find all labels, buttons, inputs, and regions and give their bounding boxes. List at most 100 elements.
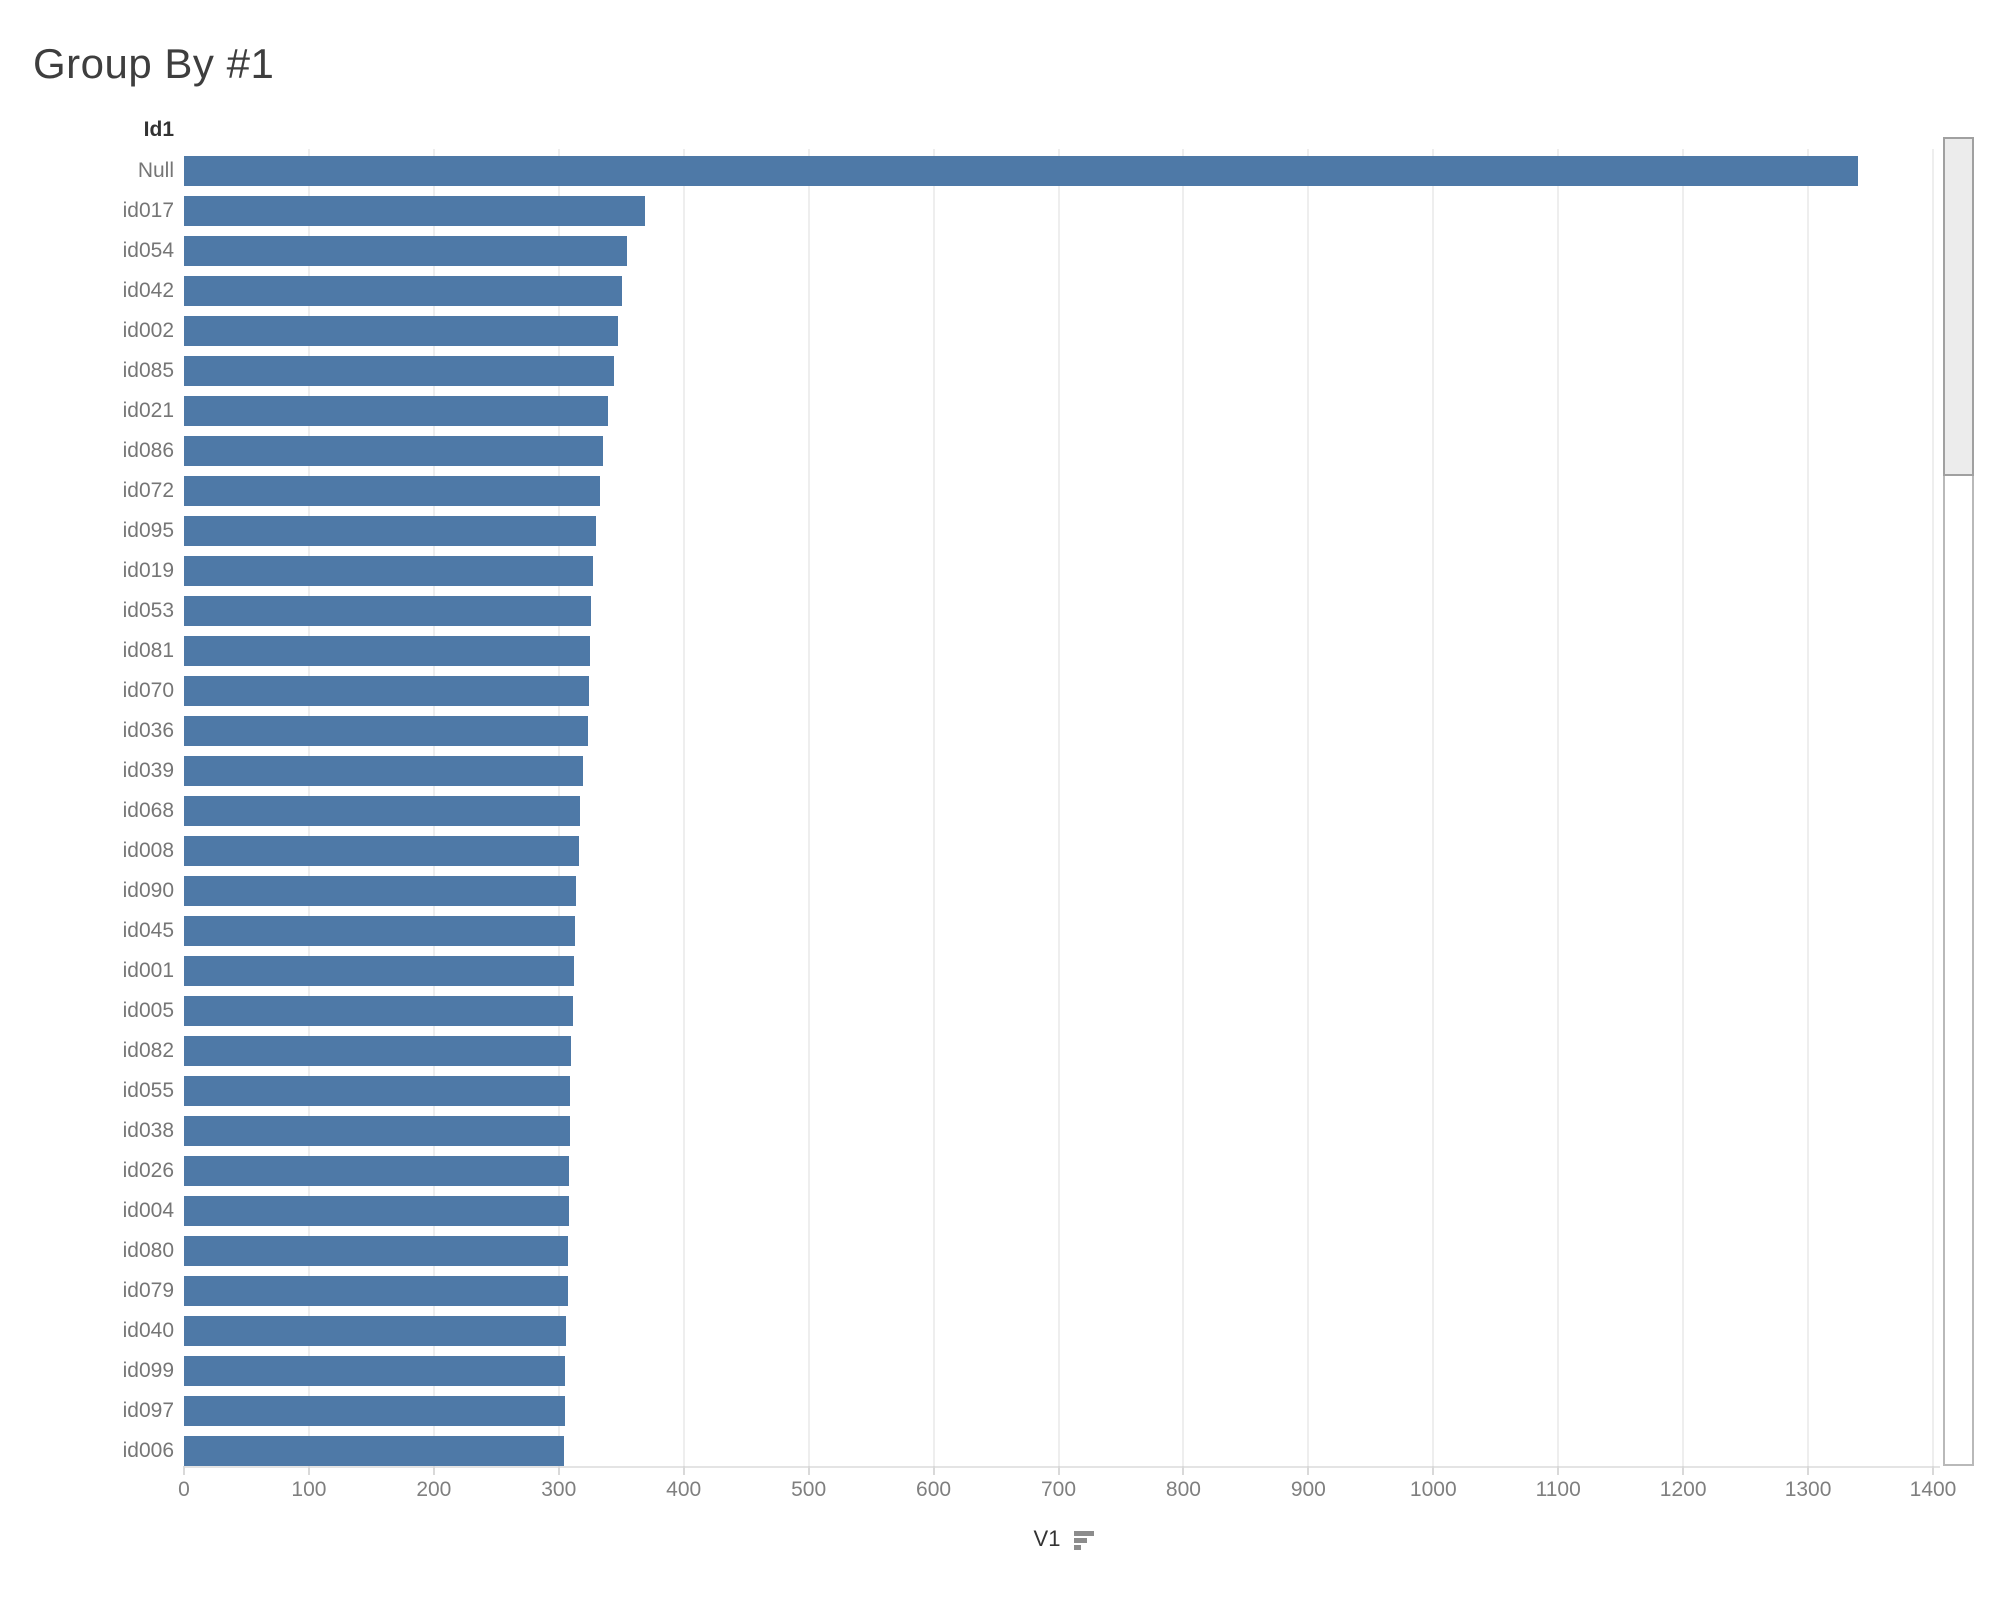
- bar[interactable]: [184, 276, 623, 306]
- row-label[interactable]: id082: [122, 1039, 174, 1062]
- bar-row: id042: [0, 271, 2000, 311]
- row-label[interactable]: id001: [122, 959, 174, 982]
- bar[interactable]: [184, 956, 574, 986]
- gridline: [1432, 149, 1435, 1466]
- row-label[interactable]: id053: [122, 599, 174, 622]
- row-label[interactable]: id045: [122, 919, 174, 942]
- bar[interactable]: [184, 236, 628, 266]
- x-axis-label[interactable]: V1: [1033, 1526, 1061, 1551]
- bar[interactable]: [184, 756, 583, 786]
- bar[interactable]: [184, 716, 588, 746]
- bar[interactable]: [184, 1316, 567, 1346]
- bar[interactable]: [184, 1036, 572, 1066]
- bar-row: id099: [0, 1351, 2000, 1391]
- bar[interactable]: [184, 1436, 564, 1466]
- row-header-field[interactable]: Id1: [143, 118, 174, 141]
- row-label[interactable]: id072: [122, 479, 174, 502]
- bar-row: id080: [0, 1231, 2000, 1271]
- bar[interactable]: [184, 916, 576, 946]
- bar[interactable]: [184, 476, 600, 506]
- x-axis-tick-mark: [1182, 1466, 1185, 1475]
- x-axis-tick-label: 1300: [1784, 1478, 1832, 1501]
- x-axis-tick-mark: [1807, 1466, 1810, 1475]
- x-axis-tick-mark: [932, 1466, 935, 1475]
- bar[interactable]: [184, 996, 573, 1026]
- bar[interactable]: [184, 596, 592, 626]
- x-axis-tick-label: 300: [541, 1478, 577, 1501]
- x-axis-tick-label: 100: [291, 1478, 327, 1501]
- bar-row: id070: [0, 671, 2000, 711]
- x-axis-line: [184, 1466, 1940, 1468]
- vertical-scrollbar-thumb[interactable]: [1943, 137, 1974, 476]
- x-axis-tick-mark: [183, 1466, 185, 1475]
- bar[interactable]: [184, 1396, 566, 1426]
- bar[interactable]: [184, 636, 591, 666]
- gridline: [1932, 149, 1934, 1466]
- row-label[interactable]: id008: [122, 839, 174, 862]
- bar[interactable]: [184, 436, 603, 466]
- bar[interactable]: [184, 396, 608, 426]
- row-label[interactable]: id086: [122, 439, 174, 462]
- x-axis-tick-mark: [557, 1466, 560, 1475]
- row-label[interactable]: id095: [122, 519, 174, 542]
- bar[interactable]: [184, 876, 577, 906]
- row-label[interactable]: id081: [122, 639, 174, 662]
- row-label[interactable]: id019: [122, 559, 174, 582]
- bar[interactable]: [184, 1076, 571, 1106]
- x-axis-tick-mark: [1057, 1466, 1060, 1475]
- row-label[interactable]: id090: [122, 879, 174, 902]
- row-label[interactable]: id026: [122, 1159, 174, 1182]
- row-label[interactable]: id070: [122, 679, 174, 702]
- bar[interactable]: [184, 676, 589, 706]
- bar[interactable]: [184, 556, 593, 586]
- row-label[interactable]: id079: [122, 1279, 174, 1302]
- row-label[interactable]: id002: [122, 319, 174, 342]
- bar-row: id021: [0, 391, 2000, 431]
- bar[interactable]: [184, 1236, 568, 1266]
- bar[interactable]: [184, 1356, 566, 1386]
- row-label[interactable]: id042: [122, 279, 174, 302]
- bar[interactable]: [184, 196, 645, 226]
- vertical-scrollbar-track[interactable]: [1943, 137, 1974, 1466]
- bar[interactable]: [184, 356, 614, 386]
- row-label[interactable]: id099: [122, 1359, 174, 1382]
- row-label[interactable]: id021: [122, 399, 174, 422]
- bar[interactable]: [184, 796, 581, 826]
- row-label[interactable]: id036: [122, 719, 174, 742]
- row-label[interactable]: id068: [122, 799, 174, 822]
- x-axis-tick-label: 600: [916, 1478, 952, 1501]
- row-label[interactable]: id039: [122, 759, 174, 782]
- bar-row: id038: [0, 1111, 2000, 1151]
- bar-row: id082: [0, 1031, 2000, 1071]
- row-label[interactable]: id038: [122, 1119, 174, 1142]
- bar[interactable]: [184, 516, 597, 546]
- row-label[interactable]: id097: [122, 1399, 174, 1422]
- bar[interactable]: [184, 156, 1859, 186]
- bar[interactable]: [184, 1276, 568, 1306]
- bar[interactable]: [184, 1116, 571, 1146]
- bar-row: id055: [0, 1071, 2000, 1111]
- x-axis-label-group[interactable]: V1: [984, 1528, 1144, 1550]
- bar[interactable]: [184, 1196, 569, 1226]
- row-label[interactable]: id017: [122, 199, 174, 222]
- bar[interactable]: [184, 316, 618, 346]
- row-label[interactable]: id005: [122, 999, 174, 1022]
- row-label[interactable]: id085: [122, 359, 174, 382]
- row-label[interactable]: id080: [122, 1239, 174, 1262]
- row-label[interactable]: id055: [122, 1079, 174, 1102]
- row-label[interactable]: Null: [137, 159, 174, 182]
- row-label[interactable]: id054: [122, 239, 174, 262]
- row-label[interactable]: id040: [122, 1319, 174, 1342]
- x-axis-tick-label: 1000: [1409, 1478, 1457, 1501]
- bar-row: id045: [0, 911, 2000, 951]
- bar[interactable]: [184, 1156, 569, 1186]
- gridline: [932, 149, 935, 1466]
- bar-row: id054: [0, 231, 2000, 271]
- x-axis-tick-mark: [807, 1466, 810, 1475]
- row-label[interactable]: id004: [122, 1199, 174, 1222]
- sort-descending-icon[interactable]: [1074, 1528, 1095, 1550]
- row-label[interactable]: id006: [122, 1439, 174, 1462]
- bar[interactable]: [184, 836, 579, 866]
- x-axis-tick-label: 800: [1165, 1478, 1201, 1501]
- bar-rows-container: Null id017 id054 id042 id002 id085 id021 id086 i…: [0, 151, 2000, 1471]
